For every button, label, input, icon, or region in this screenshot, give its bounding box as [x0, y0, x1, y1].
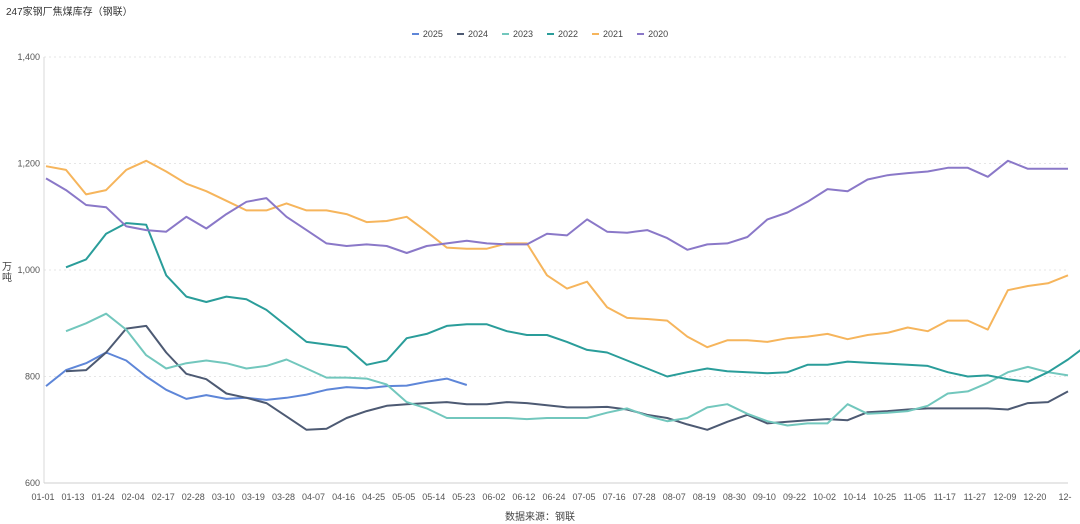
legend-swatch: [501, 33, 509, 35]
x-tick-label: 03-19: [242, 492, 265, 502]
y-tick-label: 600: [25, 478, 40, 488]
series-line-2020: [45, 159, 1068, 254]
x-tick-label: 02-04: [122, 492, 145, 502]
x-tick-label: 10-02: [813, 492, 836, 502]
x-tick-label: 04-07: [302, 492, 325, 502]
x-tick-label: 05-05: [392, 492, 415, 502]
y-tick-label: 800: [25, 372, 40, 382]
series-line-2023: [65, 312, 1069, 427]
x-tick-label: 08-07: [663, 492, 686, 502]
data-source-note: 数据来源：钢联: [505, 512, 575, 523]
y-axis-unit-label: 万吨: [2, 262, 12, 284]
x-tick-label: 07-16: [603, 492, 626, 502]
x-tick-label: 07-05: [573, 492, 596, 502]
x-tick-label: 08-19: [693, 492, 716, 502]
x-tick-label: 01-01: [31, 492, 54, 502]
series-line-2022: [65, 222, 1080, 383]
series-line-2025: [45, 351, 468, 401]
x-tick-label: 05-14: [422, 492, 445, 502]
x-tick-label: 01-24: [92, 492, 115, 502]
legend-item-2025[interactable]: 2025: [411, 29, 443, 39]
x-tick-label: 03-28: [272, 492, 295, 502]
legend-swatch: [637, 33, 645, 35]
y-tick-label: 1,000: [17, 265, 40, 275]
x-tick-label: 11-05: [904, 492, 926, 502]
x-tick-label: 06-02: [482, 492, 505, 502]
legend-swatch: [592, 33, 600, 35]
x-tick-label: 11-27: [964, 492, 986, 502]
chart-title: 247家钢厂焦煤库存（钢联）: [6, 7, 133, 18]
x-tick-label: 10-14: [843, 492, 866, 502]
x-tick-label: 01-13: [62, 492, 85, 502]
legend-swatch: [411, 33, 419, 35]
legend-label: 2025: [422, 29, 443, 39]
legend-item-2020[interactable]: 2020: [637, 29, 668, 39]
y-tick-label: 1,200: [17, 159, 40, 169]
legend-item-2021[interactable]: 2021: [592, 29, 623, 39]
legend-label: 2021: [603, 29, 624, 39]
legend-swatch: [456, 33, 464, 35]
x-tick-label: 12-20: [1023, 492, 1046, 502]
series-line-2021: [45, 159, 1069, 349]
x-tick-label: 11-17: [934, 492, 956, 502]
legend-label: 2020: [648, 29, 669, 39]
legend-item-2022[interactable]: 2022: [547, 29, 578, 39]
x-tick-label: 04-16: [332, 492, 355, 502]
x-tick-label: 09-10: [753, 492, 776, 502]
x-tick-label: 02-17: [152, 492, 175, 502]
legend-label: 2023: [512, 29, 533, 39]
x-tick-label: 02-28: [182, 492, 205, 502]
y-tick-label: 1,400: [17, 52, 40, 62]
legend-item-2023[interactable]: 2023: [501, 29, 533, 39]
legend: 2025 2024 2023 2022 2021 2020: [0, 29, 1080, 39]
legend-label: 2024: [467, 29, 488, 39]
x-tick-label: 03-10: [212, 492, 235, 502]
x-tick-label: 10-25: [873, 492, 896, 502]
x-tick-label: 07-28: [633, 492, 656, 502]
x-tick-label: 06-24: [542, 492, 565, 502]
legend-swatch: [547, 33, 554, 35]
x-tick-label: 04-25: [362, 492, 385, 502]
legend-item-2024[interactable]: 2024: [456, 29, 488, 39]
series-line-2024: [65, 324, 1069, 431]
x-tick-label: 12-09: [993, 492, 1016, 502]
x-tick-label: 06-12: [512, 492, 535, 502]
legend-label: 2022: [558, 29, 579, 39]
x-tick-label: 09-22: [783, 492, 806, 502]
x-tick-label: 12-: [1058, 492, 1071, 502]
x-tick-label: 08-30: [723, 492, 746, 502]
x-tick-label: 05-23: [452, 492, 475, 502]
